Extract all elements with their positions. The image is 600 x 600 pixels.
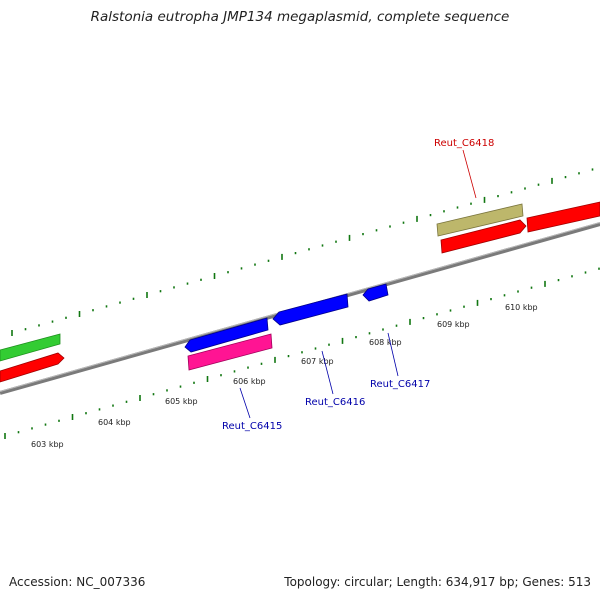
tick-label-603: 603 kbp xyxy=(31,440,64,449)
gene-reut-c6415[interactable] xyxy=(184,317,269,353)
tick-label-606: 606 kbp xyxy=(233,377,266,386)
gene-label-reut-c6416[interactable]: Reut_C6416 xyxy=(305,397,365,408)
gene-pink[interactable] xyxy=(187,333,273,371)
outer-ruler xyxy=(11,168,594,336)
gene-reut-c6417[interactable] xyxy=(362,283,389,302)
connector-reut-c6417 xyxy=(387,332,399,377)
gene-reut-c6416[interactable] xyxy=(272,293,349,326)
gene-label-reut-c6415[interactable]: Reut_C6415 xyxy=(222,421,282,432)
tick-label-605: 605 kbp xyxy=(165,397,198,406)
inner-ruler xyxy=(4,267,600,439)
connector-reut-c6415 xyxy=(239,387,251,419)
gene-red-right-1[interactable] xyxy=(440,219,527,254)
tick-label-607: 607 kbp xyxy=(301,357,334,366)
gene-red-right-2[interactable] xyxy=(526,201,600,233)
gene-reut-c6418[interactable] xyxy=(436,203,524,237)
gene-red-left[interactable] xyxy=(0,352,65,383)
topology-summary: Topology: circular; Length: 634,917 bp; … xyxy=(284,575,591,589)
gene-label-reut-c6417[interactable]: Reut_C6417 xyxy=(370,379,430,390)
connector-reut-c6418 xyxy=(462,149,477,199)
connector-reut-c6416 xyxy=(321,350,334,395)
gene-label-reut-c6418[interactable]: Reut_C6418 xyxy=(434,138,494,149)
tick-label-609: 609 kbp xyxy=(437,320,470,329)
tick-label-610: 610 kbp xyxy=(505,303,538,312)
accession-text: Accession: NC_007336 xyxy=(9,575,146,589)
tick-label-608: 608 kbp xyxy=(369,338,402,347)
gene-green-left[interactable] xyxy=(0,333,61,362)
tick-label-604: 604 kbp xyxy=(98,418,131,427)
map-title: Ralstonia eutropha JMP134 megaplasmid, c… xyxy=(90,9,510,25)
